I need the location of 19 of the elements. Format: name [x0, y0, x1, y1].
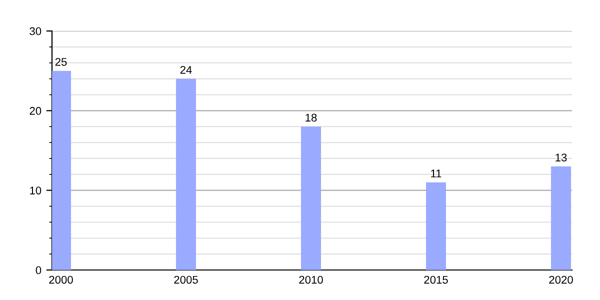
- x-tick-label: 2020: [549, 276, 573, 284]
- data-label: 18: [306, 114, 317, 122]
- data-label: 24: [180, 66, 192, 74]
- y-tick-label: 10: [30, 186, 42, 194]
- x-tick-label: 2015: [424, 276, 448, 284]
- y-tick-label: 0: [36, 266, 42, 274]
- bar: [301, 126, 321, 270]
- data-label: 13: [556, 154, 567, 162]
- y-tick-label: 20: [30, 106, 42, 115]
- x-tick-label: 2005: [174, 276, 198, 284]
- bar: [426, 182, 446, 270]
- y-tick-label: 30: [30, 27, 42, 36]
- data-label: 11: [431, 170, 442, 178]
- data-label: 25: [55, 58, 67, 66]
- bar: [551, 166, 571, 270]
- bar: [176, 78, 196, 270]
- x-tick-label: 2010: [299, 276, 323, 284]
- x-tick-label: 2000: [49, 276, 73, 284]
- bar: [52, 70, 71, 270]
